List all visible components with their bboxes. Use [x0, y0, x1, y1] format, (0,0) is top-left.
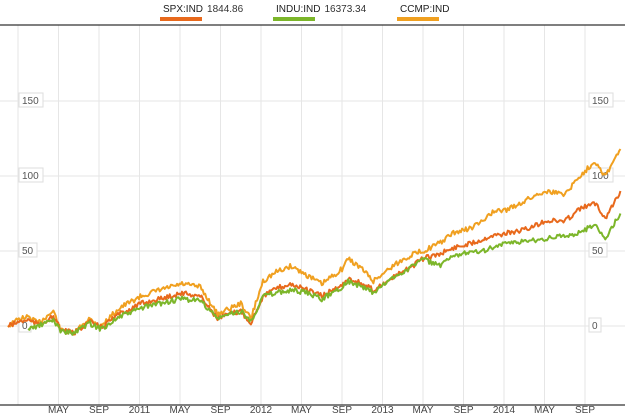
y-tick-label-left-box [18, 242, 38, 258]
y-tick-label-right: 0 [592, 321, 598, 332]
y-tick-label-right: 150 [592, 96, 609, 107]
legend-value: 16373.34 [324, 4, 367, 15]
legend-symbol: CCMP:IND [400, 4, 450, 15]
x-tick-label: 2012 [250, 405, 273, 416]
x-tick-label: MAY [291, 405, 312, 416]
y-tick-label-left-box [18, 167, 44, 183]
y-tick-label-left-box [18, 92, 44, 108]
x-tick-label: MAY [170, 405, 191, 416]
x-tick-label: SEP [210, 405, 230, 416]
legend-item-ccmp[interactable]: CCMP:IND [397, 4, 453, 21]
y-tick-label-right-box [588, 242, 608, 258]
legend-symbol: INDU:IND [276, 4, 321, 15]
legend-item-indu[interactable]: INDU:IND 16373.34 [273, 4, 367, 21]
x-tick-label: MAY [534, 405, 555, 416]
y-tick-label-left: 50 [22, 246, 34, 257]
y-tick-label-right: 50 [592, 246, 604, 257]
x-tick-label: SEP [332, 405, 352, 416]
y-tick-label-right-box [588, 317, 602, 333]
x-tick-label: 2014 [493, 405, 516, 416]
y-tick-label-left: 150 [22, 96, 39, 107]
series-line-spx [7, 190, 622, 336]
x-tick-label: MAY [48, 405, 69, 416]
legend-item-spx[interactable]: SPX:IND 1844.86 [160, 4, 244, 21]
x-tick-label: SEP [575, 405, 595, 416]
x-tick-label: 2011 [129, 405, 151, 416]
legend-swatch [397, 17, 439, 21]
x-tick-label: 2013 [371, 405, 394, 416]
legend-value: 1844.86 [207, 4, 244, 15]
x-tick-label: SEP [453, 405, 473, 416]
y-tick-label-right: 100 [592, 171, 609, 182]
y-tick-label-right-box [588, 92, 614, 108]
legend-symbol: SPX:IND [163, 4, 204, 15]
series-line-indu [27, 213, 622, 336]
y-tick-label-left: 100 [22, 171, 39, 182]
y-tick-label-left: 0 [22, 321, 28, 332]
x-tick-label: MAY [413, 405, 434, 416]
series-line-ccmp [7, 148, 622, 336]
x-tick-label: SEP [89, 405, 109, 416]
chart-legend: SPX:IND 1844.86 INDU:IND 16373.34 CCMP:IND [0, 4, 625, 24]
legend-swatch [273, 17, 315, 21]
legend-swatch [160, 17, 202, 21]
